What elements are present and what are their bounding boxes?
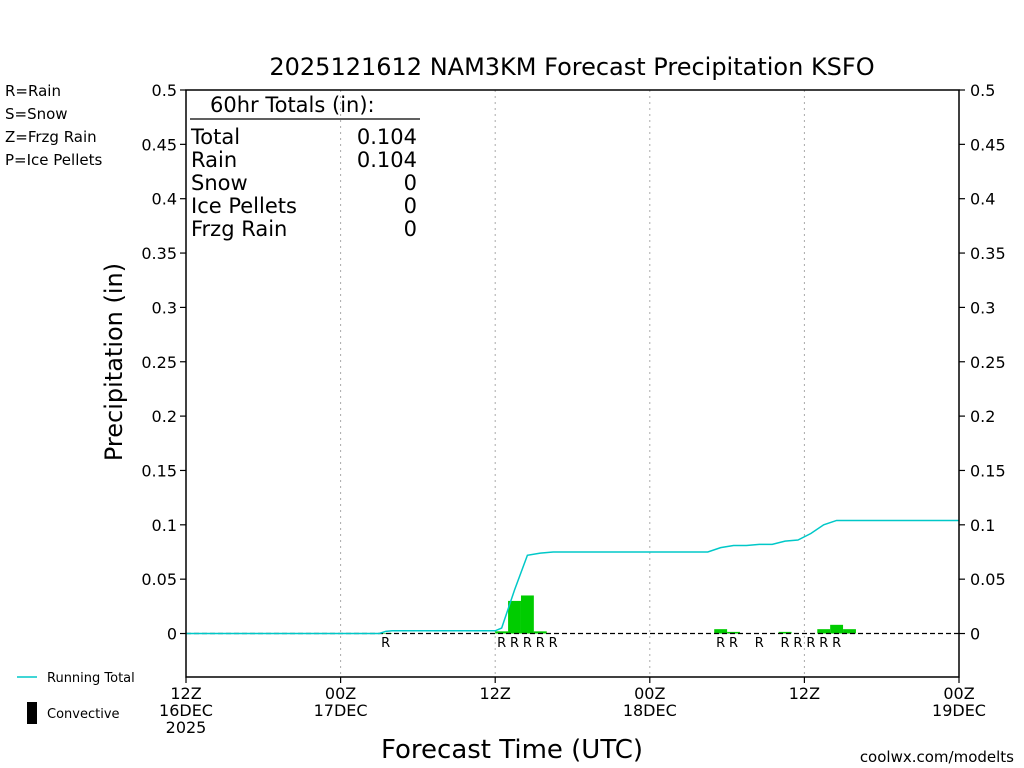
ptype-marker: R [497, 636, 506, 651]
y-tick-label-left: 0.3 [152, 298, 177, 317]
y-tick-label-left: 0.4 [152, 190, 177, 209]
totals-row-value: 0.104 [357, 125, 417, 149]
totals-box: 60hr Totals (in): Total 0.104 Rain 0.104 Snow… [190, 93, 420, 241]
ptype-marker: R [832, 636, 841, 651]
totals-row-label: Snow [191, 171, 248, 195]
totals-row-label: Ice Pellets [191, 194, 297, 218]
y-tick-label-left: 0.5 [152, 81, 177, 100]
legend-item-label: Running Total [47, 671, 135, 686]
y-tick-label-right: 0.45 [970, 135, 1006, 154]
ptype-marker: R [716, 636, 725, 651]
rain-bar [533, 631, 547, 634]
y-tick-label-right: 0.25 [970, 353, 1006, 372]
totals-row-value: 0.104 [357, 148, 417, 172]
ptype-marker: R [755, 636, 764, 651]
y-tick-label-right: 0.2 [970, 407, 995, 426]
x-tick-label: 12Z [789, 684, 820, 703]
ptype-legend-item: Z=Frzg Rain [5, 128, 97, 146]
ptype-legend: R=Rain S=Snow Z=Frzg Rain P=Ice Pellets [5, 82, 102, 169]
grid-lines [340, 90, 805, 677]
x-tick-label: 16DEC [159, 701, 213, 720]
plot-border [185, 89, 960, 678]
x-tick-label: 12Z [480, 684, 511, 703]
y-tick-label-left: 0.05 [141, 570, 177, 589]
rain-bar [817, 629, 831, 634]
y-tick-label-left: 0.45 [141, 135, 177, 154]
legend-item-label: Convective [47, 707, 120, 722]
rain-bar [714, 629, 728, 634]
x-tick-label: 00Z [325, 684, 356, 703]
y-tick-label-right: 0.4 [970, 190, 995, 209]
y-axis-label: Precipitation (in) [100, 263, 128, 461]
x-tick-label: 2025 [166, 718, 207, 737]
totals-row-value: 0 [404, 194, 417, 218]
ptype-marker: R [549, 636, 558, 651]
y-tick-label-right: 0 [970, 625, 980, 644]
ptype-legend-item: S=Snow [5, 105, 68, 123]
running-total-line [186, 519, 959, 635]
y-tick-label-left: 0.2 [152, 407, 177, 426]
running-total-series [186, 519, 959, 635]
ptype-marker: R [523, 636, 532, 651]
totals-header: 60hr Totals (in): [210, 93, 375, 117]
rain-bar [727, 631, 740, 634]
x-tick-label: 19DEC [932, 701, 986, 720]
x-tick-label: 12Z [170, 684, 201, 703]
x-tick-label: 00Z [634, 684, 665, 703]
totals-row-value: 0 [404, 217, 417, 241]
y-tick-label-right: 0.3 [970, 298, 995, 317]
y-tick-label-left: 0.1 [152, 516, 177, 535]
totals-row-label: Rain [191, 148, 237, 172]
ptype-legend-item: P=Ice Pellets [5, 151, 102, 169]
y-tick-label-right: 0.15 [970, 461, 1006, 480]
totals-row-label: Total [190, 125, 240, 149]
ptype-marker: R [381, 636, 390, 651]
rain-bars [379, 595, 856, 634]
y-tick-label-right: 0.5 [970, 81, 995, 100]
rain-bar [830, 624, 844, 634]
x-tick-label: 17DEC [314, 701, 368, 720]
plot-frame [185, 89, 960, 678]
y-tick-label-left: 0.35 [141, 244, 177, 263]
y-ticks-right: 0 0.05 0.1 0.15 0.2 0.25 0.3 0.35 0.4 0.45 0.5 [959, 81, 1006, 644]
credit-text: coolwx.com/modelts [860, 748, 1014, 766]
totals-row-label: Frzg Rain [191, 217, 287, 241]
ptype-marker: R [819, 636, 828, 651]
chart-title: 2025121612 NAM3KM Forecast Precipitation… [269, 53, 874, 81]
y-tick-label-right: 0.1 [970, 516, 995, 535]
y-ticks-left: 0 0.05 0.1 0.15 0.2 0.25 0.3 0.35 0.4 0.45 0.5 [141, 81, 186, 644]
ptype-marker: R [806, 636, 815, 651]
y-tick-label-left: 0.15 [141, 461, 177, 480]
ptype-marker: R [793, 636, 802, 651]
rain-bar [843, 629, 856, 634]
rain-bar [520, 595, 534, 634]
legend-bar-swatch [27, 702, 37, 724]
rain-bar [778, 631, 792, 634]
x-tick-label: 18DEC [623, 701, 677, 720]
rain-bar [379, 632, 393, 634]
x-axis-label: Forecast Time (UTC) [381, 735, 643, 765]
series-legend: Running Total Convective [17, 671, 135, 724]
x-tick-label: 00Z [943, 684, 974, 703]
ptype-marker: R [536, 636, 545, 651]
y-tick-label-right: 0.05 [970, 570, 1006, 589]
ptype-marker: R [781, 636, 790, 651]
rain-bar [508, 600, 521, 634]
ptype-marker: R [510, 636, 519, 651]
y-tick-label-left: 0.25 [141, 353, 177, 372]
ptype-marker: R [729, 636, 738, 651]
y-tick-label-right: 0.35 [970, 244, 1006, 263]
ptype-legend-item: R=Rain [5, 82, 61, 100]
y-tick-label-left: 0 [167, 625, 177, 644]
totals-row-value: 0 [404, 171, 417, 195]
rain-bar [495, 631, 509, 634]
